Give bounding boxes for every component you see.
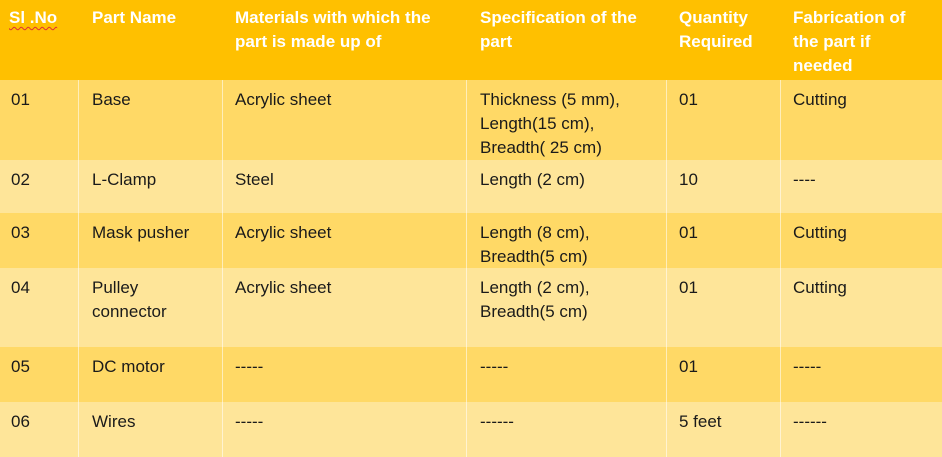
cell-part-name: Wires xyxy=(79,402,223,457)
cell-sl-no: 01 xyxy=(0,80,79,160)
table-row: 02 L-Clamp Steel Length (2 cm) 10 ---- xyxy=(0,160,942,213)
cell-material: Acrylic sheet xyxy=(223,80,467,160)
table-header-row: Sl .No Part Name Materials with which th… xyxy=(0,0,942,80)
table-row: 01 Base Acrylic sheet Thickness (5 mm), … xyxy=(0,80,942,160)
cell-specification: ------ xyxy=(467,402,667,457)
table-row: 04 Pulley connector Acrylic sheet Length… xyxy=(0,268,942,347)
header-fabrication: Fabrication of the part if needed xyxy=(793,8,906,75)
cell-specification: Length (8 cm), Breadth(5 cm) xyxy=(467,213,667,268)
cell-part-name: Mask pusher xyxy=(79,213,223,268)
cell-fabrication: Cutting xyxy=(793,278,847,297)
header-materials: Materials with which the part is made up… xyxy=(235,8,431,51)
cell-part-name: Pulley connector xyxy=(79,268,223,347)
cell-part-name: L-Clamp xyxy=(79,160,223,213)
table-row: 03 Mask pusher Acrylic sheet Length (8 c… xyxy=(0,213,942,268)
cell-material: ----- xyxy=(223,402,467,457)
cell-fabrication: ---- xyxy=(793,170,816,189)
cell-sl-no: 03 xyxy=(0,213,79,268)
cell-material: Steel xyxy=(223,160,467,213)
cell-quantity: 5 feet xyxy=(667,402,781,457)
cell-sl-no: 05 xyxy=(0,347,79,402)
cell-specification: ----- xyxy=(467,347,667,402)
cell-sl-no: 04 xyxy=(0,268,79,347)
cell-fabrication: ------ xyxy=(793,412,827,431)
cell-part-name: Base xyxy=(79,80,223,160)
cell-fabrication: ----- xyxy=(793,357,822,376)
cell-specification: Length (2 cm), Breadth(5 cm) xyxy=(467,268,667,347)
header-part-name: Part Name xyxy=(92,8,177,27)
cell-fabrication: Cutting xyxy=(793,90,847,109)
cell-sl-no: 06 xyxy=(0,402,79,457)
cell-sl-no: 02 xyxy=(0,160,79,213)
cell-quantity: 01 xyxy=(667,80,781,160)
cell-quantity: 01 xyxy=(667,268,781,347)
table-row: 06 Wires ----- ------ 5 feet ------ xyxy=(0,402,942,457)
header-quantity: Quantity Required xyxy=(679,8,753,51)
cell-material: Acrylic sheet xyxy=(223,268,467,347)
cell-quantity: 01 xyxy=(667,213,781,268)
cell-quantity: 01 xyxy=(667,347,781,402)
header-sl-no: Sl .No xyxy=(0,0,79,80)
cell-material: Acrylic sheet xyxy=(223,213,467,268)
cell-fabrication: Cutting xyxy=(793,223,847,242)
cell-specification: Length (2 cm) xyxy=(467,160,667,213)
cell-quantity: 10 xyxy=(667,160,781,213)
cell-part-name: DC motor xyxy=(79,347,223,402)
cell-material: ----- xyxy=(223,347,467,402)
table-row: 05 DC motor ----- ----- 01 ----- xyxy=(0,347,942,402)
header-sl-no-label: Sl .No xyxy=(9,8,58,27)
cell-specification: Thickness (5 mm), Length(15 cm), Breadth… xyxy=(467,80,667,160)
header-specification: Specification of the part xyxy=(480,8,637,51)
